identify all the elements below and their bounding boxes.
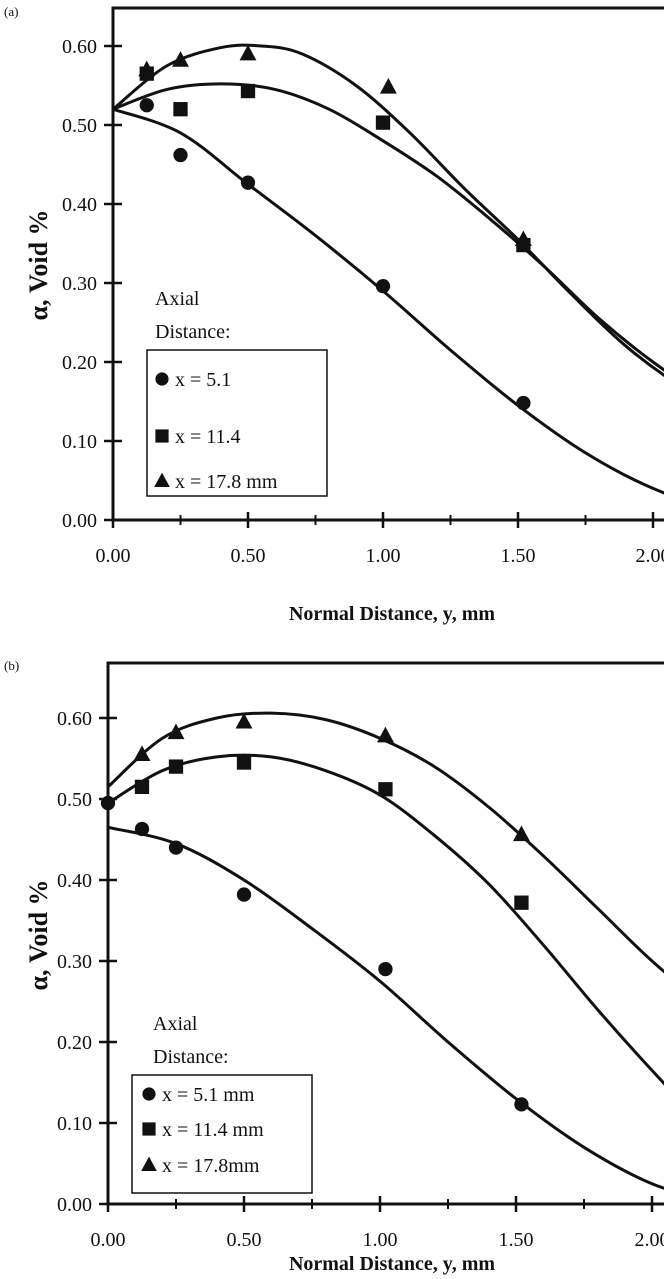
data-points-a xyxy=(138,44,532,411)
legend-marker-square xyxy=(142,1122,156,1136)
data-point-circle xyxy=(240,175,256,190)
fit-curve-circle xyxy=(113,107,664,495)
y-tick-label: 0.00 xyxy=(62,510,97,532)
plot-area-b xyxy=(106,661,664,1206)
plot-frame-b xyxy=(106,661,664,1206)
legend-a: Axial Distance: x = 5.1 x = 11.4 x = 17.8 … xyxy=(146,288,328,497)
legend-box-b xyxy=(131,1074,313,1194)
data-point-triangle xyxy=(376,726,394,743)
data-point-triangle xyxy=(167,723,185,740)
x-tick-label: 0.50 xyxy=(227,1229,262,1251)
legend-marker-square xyxy=(155,429,169,443)
x-tick-label: 1.50 xyxy=(499,1229,534,1251)
fit-curves-b xyxy=(108,711,664,1190)
y-tick-label: 0.50 xyxy=(57,789,92,811)
data-point-triangle xyxy=(379,77,397,94)
panel-label-b: (b) xyxy=(4,658,19,673)
legend-label: x = 11.4 mm xyxy=(162,1119,264,1141)
y-tick-label: 0.60 xyxy=(62,36,97,58)
legend-b: Axial Distance: x = 5.1 mmx = 11.4 mmx =… xyxy=(131,1013,313,1194)
data-point-circle xyxy=(168,840,184,855)
legend-marker-triangle xyxy=(141,1156,157,1171)
y-tick-label: 0.10 xyxy=(62,431,97,453)
legend-marker-circle xyxy=(142,1087,156,1101)
legend-label: x = 5.1 xyxy=(175,369,231,391)
fit-curve-square xyxy=(108,753,664,1086)
legend-entries-b: x = 5.1 mm x = 11.4 mm x = 17.8mm xyxy=(141,1084,264,1177)
x-tick-label: 1.00 xyxy=(363,1229,398,1251)
data-point-circle xyxy=(375,279,391,294)
data-points-b xyxy=(100,712,530,1112)
data-point-circle xyxy=(378,961,393,977)
plot-area-a xyxy=(111,6,664,522)
x-tick-label: 2.00 xyxy=(636,545,664,567)
x-tick-label: 1.50 xyxy=(501,545,536,567)
legend-label: x = 11.4 xyxy=(175,426,241,448)
x-axis-title-b: Normal Distance, y, mm xyxy=(289,1253,495,1275)
data-point-triangle xyxy=(239,44,257,61)
legend-label: x = 5.1 mm xyxy=(162,1084,255,1106)
data-point-square xyxy=(236,755,252,770)
y-tick-label: 0.50 xyxy=(62,115,97,137)
legend-title-line2-b: Distance: xyxy=(153,1046,229,1068)
fit-curve-triangle xyxy=(108,711,664,974)
legend-title-line1-b: Axial xyxy=(153,1013,198,1035)
data-point-triangle xyxy=(235,712,253,729)
legend-title-line1-a: Axial xyxy=(155,288,200,310)
y-tick-label: 0.30 xyxy=(57,951,92,973)
legend-title-line2-a: Distance: xyxy=(155,321,231,343)
plot-frame-a xyxy=(111,6,664,522)
y-tick-label: 0.40 xyxy=(62,194,97,216)
axis-ticks-a: 0.000.501.001.502.002.500.000.100.200.30… xyxy=(62,36,664,567)
y-tick-label: 0.60 xyxy=(57,708,92,730)
y-tick-label: 0.00 xyxy=(57,1194,92,1216)
legend-marker-circle xyxy=(155,372,169,386)
data-point-square xyxy=(168,759,184,774)
fit-curve-triangle xyxy=(113,43,664,378)
y-tick-label: 0.20 xyxy=(62,352,97,374)
data-point-circle xyxy=(514,1097,529,1112)
data-point-square xyxy=(240,83,256,99)
data-point-square xyxy=(375,115,391,130)
y-tick-label: 0.40 xyxy=(57,870,92,892)
legend-label: x = 17.8 mm xyxy=(175,471,278,493)
data-point-square xyxy=(134,779,150,794)
fit-curve-circle xyxy=(108,825,664,1190)
chart-panel-a: (a) 0.000.501.001.502.002.500.000.100.20… xyxy=(4,4,664,625)
axis-ticks-b: 0.000.501.001.502.002.500.000.100.200.30… xyxy=(57,708,664,1251)
x-tick-label: 0.50 xyxy=(231,545,266,567)
data-point-circle xyxy=(236,887,252,902)
data-point-triangle xyxy=(512,825,530,842)
x-tick-label: 0.00 xyxy=(96,545,131,567)
data-point-square xyxy=(514,895,529,910)
legend-entries-a: x = 5.1 x = 11.4 x = 17.8 mm xyxy=(154,369,278,493)
data-point-triangle xyxy=(514,230,532,247)
legend-label: x = 17.8mm xyxy=(162,1155,260,1177)
data-point-triangle xyxy=(138,60,156,77)
x-tick-label: 0.00 xyxy=(91,1229,126,1251)
data-point-square xyxy=(173,102,188,117)
data-point-triangle xyxy=(133,745,151,761)
y-tick-label: 0.20 xyxy=(57,1032,92,1054)
chart-panel-b: (b) 0.000.501.001.502.002.500.000.100.20… xyxy=(4,658,664,1275)
y-axis-title-a: α, Void % xyxy=(24,209,53,320)
data-point-circle xyxy=(134,821,150,837)
legend-box-a xyxy=(146,349,328,497)
data-point-circle xyxy=(173,147,188,163)
legend-marker-triangle xyxy=(154,472,170,487)
x-tick-label: 2.00 xyxy=(635,1229,664,1251)
y-tick-label: 0.10 xyxy=(57,1113,92,1135)
y-axis-title-b: α, Void % xyxy=(24,879,53,990)
data-point-circle xyxy=(139,98,154,113)
x-axis-title-a: Normal Distance, y, mm xyxy=(289,603,495,625)
data-point-circle xyxy=(516,395,531,411)
data-point-square xyxy=(378,782,393,797)
x-tick-label: 1.00 xyxy=(366,545,401,567)
y-tick-label: 0.30 xyxy=(62,273,97,295)
panel-label-a: (a) xyxy=(4,4,18,19)
data-point-triangle xyxy=(172,51,189,67)
data-point-circle xyxy=(100,795,116,811)
